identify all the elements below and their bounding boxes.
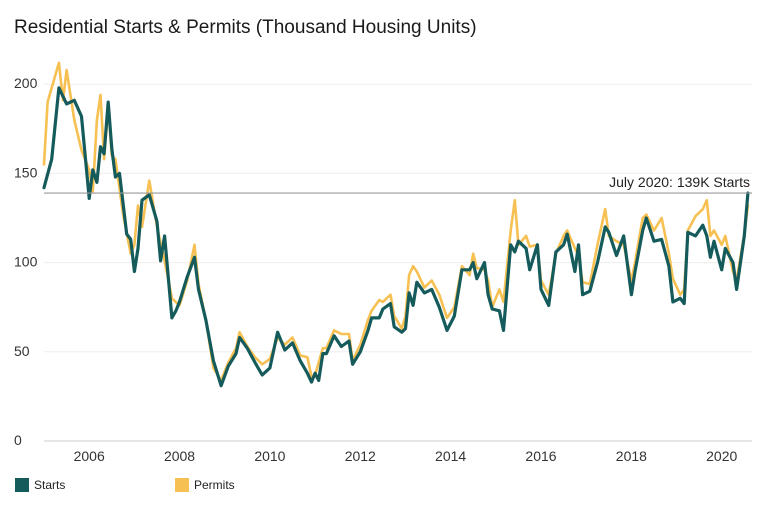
x-axis-ticks: 2006 2008 2010 2012 2014 2016 2018 2020 (74, 448, 738, 464)
annotation-label: July 2020: 139K Starts (609, 174, 750, 190)
x-tick-label-2012: 2012 (345, 448, 376, 464)
line-chart: 0 50 100 150 200 2006 2008 2010 2012 2014 2016 201… (14, 61, 752, 464)
series-line-starts (42, 86, 750, 388)
series-line-permits (42, 61, 750, 382)
x-tick-label-2016: 2016 (525, 448, 556, 464)
legend-label-permits: Permits (194, 478, 235, 492)
y-tick-label-50: 50 (14, 343, 30, 359)
legend-swatch-starts (15, 478, 29, 492)
y-axis-ticks: 0 50 100 150 200 (14, 75, 38, 448)
x-tick-label-2020: 2020 (706, 448, 737, 464)
grid-lines (44, 83, 752, 442)
chart-title: Residential Starts & Permits (Thousand H… (14, 17, 477, 38)
legend-item-starts: Starts (15, 478, 65, 492)
y-tick-label-200: 200 (14, 75, 38, 91)
x-tick-label-2006: 2006 (74, 448, 105, 464)
x-tick-label-2018: 2018 (616, 448, 647, 464)
reference-line: July 2020: 139K Starts (44, 174, 752, 194)
legend-label-starts: Starts (34, 478, 66, 492)
x-tick-label-2010: 2010 (254, 448, 285, 464)
legend-swatch-permits (175, 478, 189, 492)
x-tick-label-2014: 2014 (435, 448, 466, 464)
series-lines (42, 61, 750, 388)
y-tick-label-0: 0 (14, 432, 22, 448)
legend-item-permits: Permits (175, 478, 235, 492)
y-tick-label-100: 100 (14, 254, 38, 270)
y-tick-label-150: 150 (14, 164, 38, 180)
x-tick-label-2008: 2008 (164, 448, 195, 464)
